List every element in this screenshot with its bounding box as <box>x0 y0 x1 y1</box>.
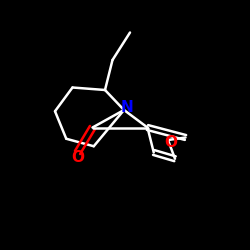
Text: N: N <box>120 100 133 115</box>
Text: O: O <box>71 150 84 165</box>
Text: O: O <box>164 135 177 150</box>
